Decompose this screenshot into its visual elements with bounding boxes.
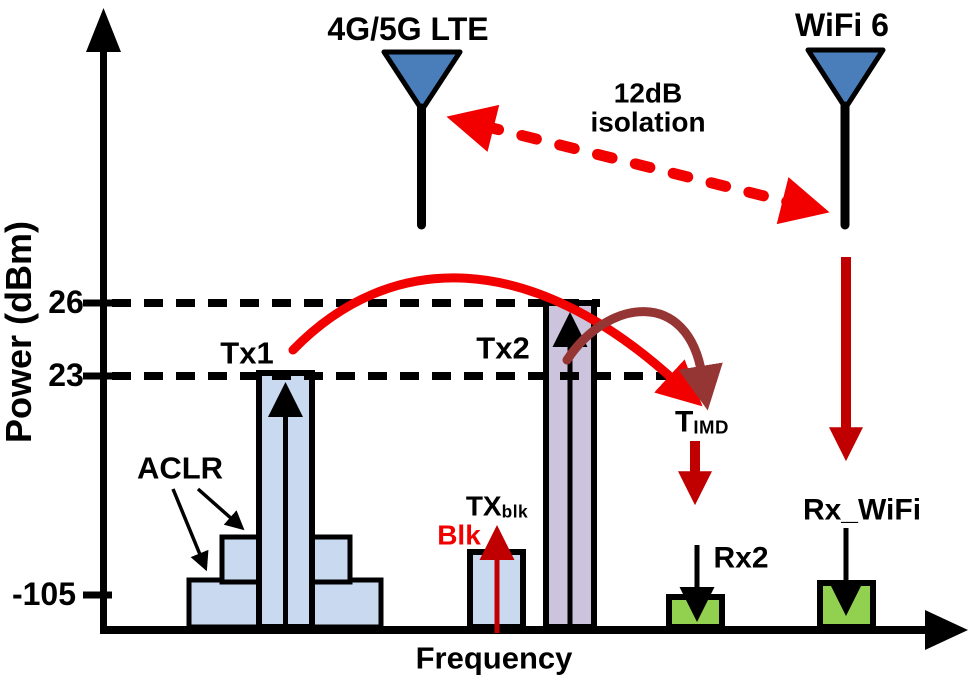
isolation-label: 12dB isolation — [590, 77, 706, 138]
blk-label: Blk — [437, 519, 481, 551]
wifi-antenna-icon — [805, 47, 886, 111]
aclr-label: ACLR — [136, 450, 224, 486]
tx1-to-imd-curve — [288, 273, 703, 407]
txblk-label: TXblk — [466, 491, 528, 520]
isolation-label-line1: 12dB — [613, 77, 683, 109]
timd-label: TIMD — [675, 406, 729, 438]
x-axis-title: Frequency — [415, 640, 573, 676]
y-tick-label-23: 23 — [48, 357, 84, 394]
rx2-label: Rx2 — [713, 541, 769, 575]
txblk-label-main: TX — [465, 490, 502, 522]
lte-antenna-label: 4G/5G LTE — [327, 11, 489, 48]
y-axis-title: Power (dBm) — [0, 220, 40, 444]
tx2-to-imd-curve — [562, 307, 723, 411]
rx2-bar — [666, 594, 725, 630]
aclr-pointer-arrow-inner — [196, 487, 245, 531]
tx1-label: Tx1 — [220, 335, 274, 371]
tx2-label: Tx2 — [476, 330, 530, 366]
timd-label-sub: IMD — [693, 416, 729, 438]
isolation-label-line2: isolation — [590, 107, 706, 138]
y-tick-label-neg105: -105 — [11, 576, 77, 613]
y-axis-arrowhead — [86, 8, 121, 52]
timd-label-main: T — [675, 405, 694, 439]
lte-antenna-icon — [381, 49, 463, 113]
aclr-pointer-arrow-outer — [171, 488, 209, 572]
rxwifi-label: Rx_WiFi — [802, 493, 922, 527]
x-axis-arrowhead — [925, 610, 968, 650]
wifi-antenna-label: WiFi 6 — [795, 7, 889, 44]
rxwifi-bar — [817, 580, 876, 630]
y-tick-label-26: 26 — [48, 284, 84, 321]
txblk-label-sub: blk — [501, 501, 529, 522]
isolation-dashed-arrow — [446, 104, 830, 225]
